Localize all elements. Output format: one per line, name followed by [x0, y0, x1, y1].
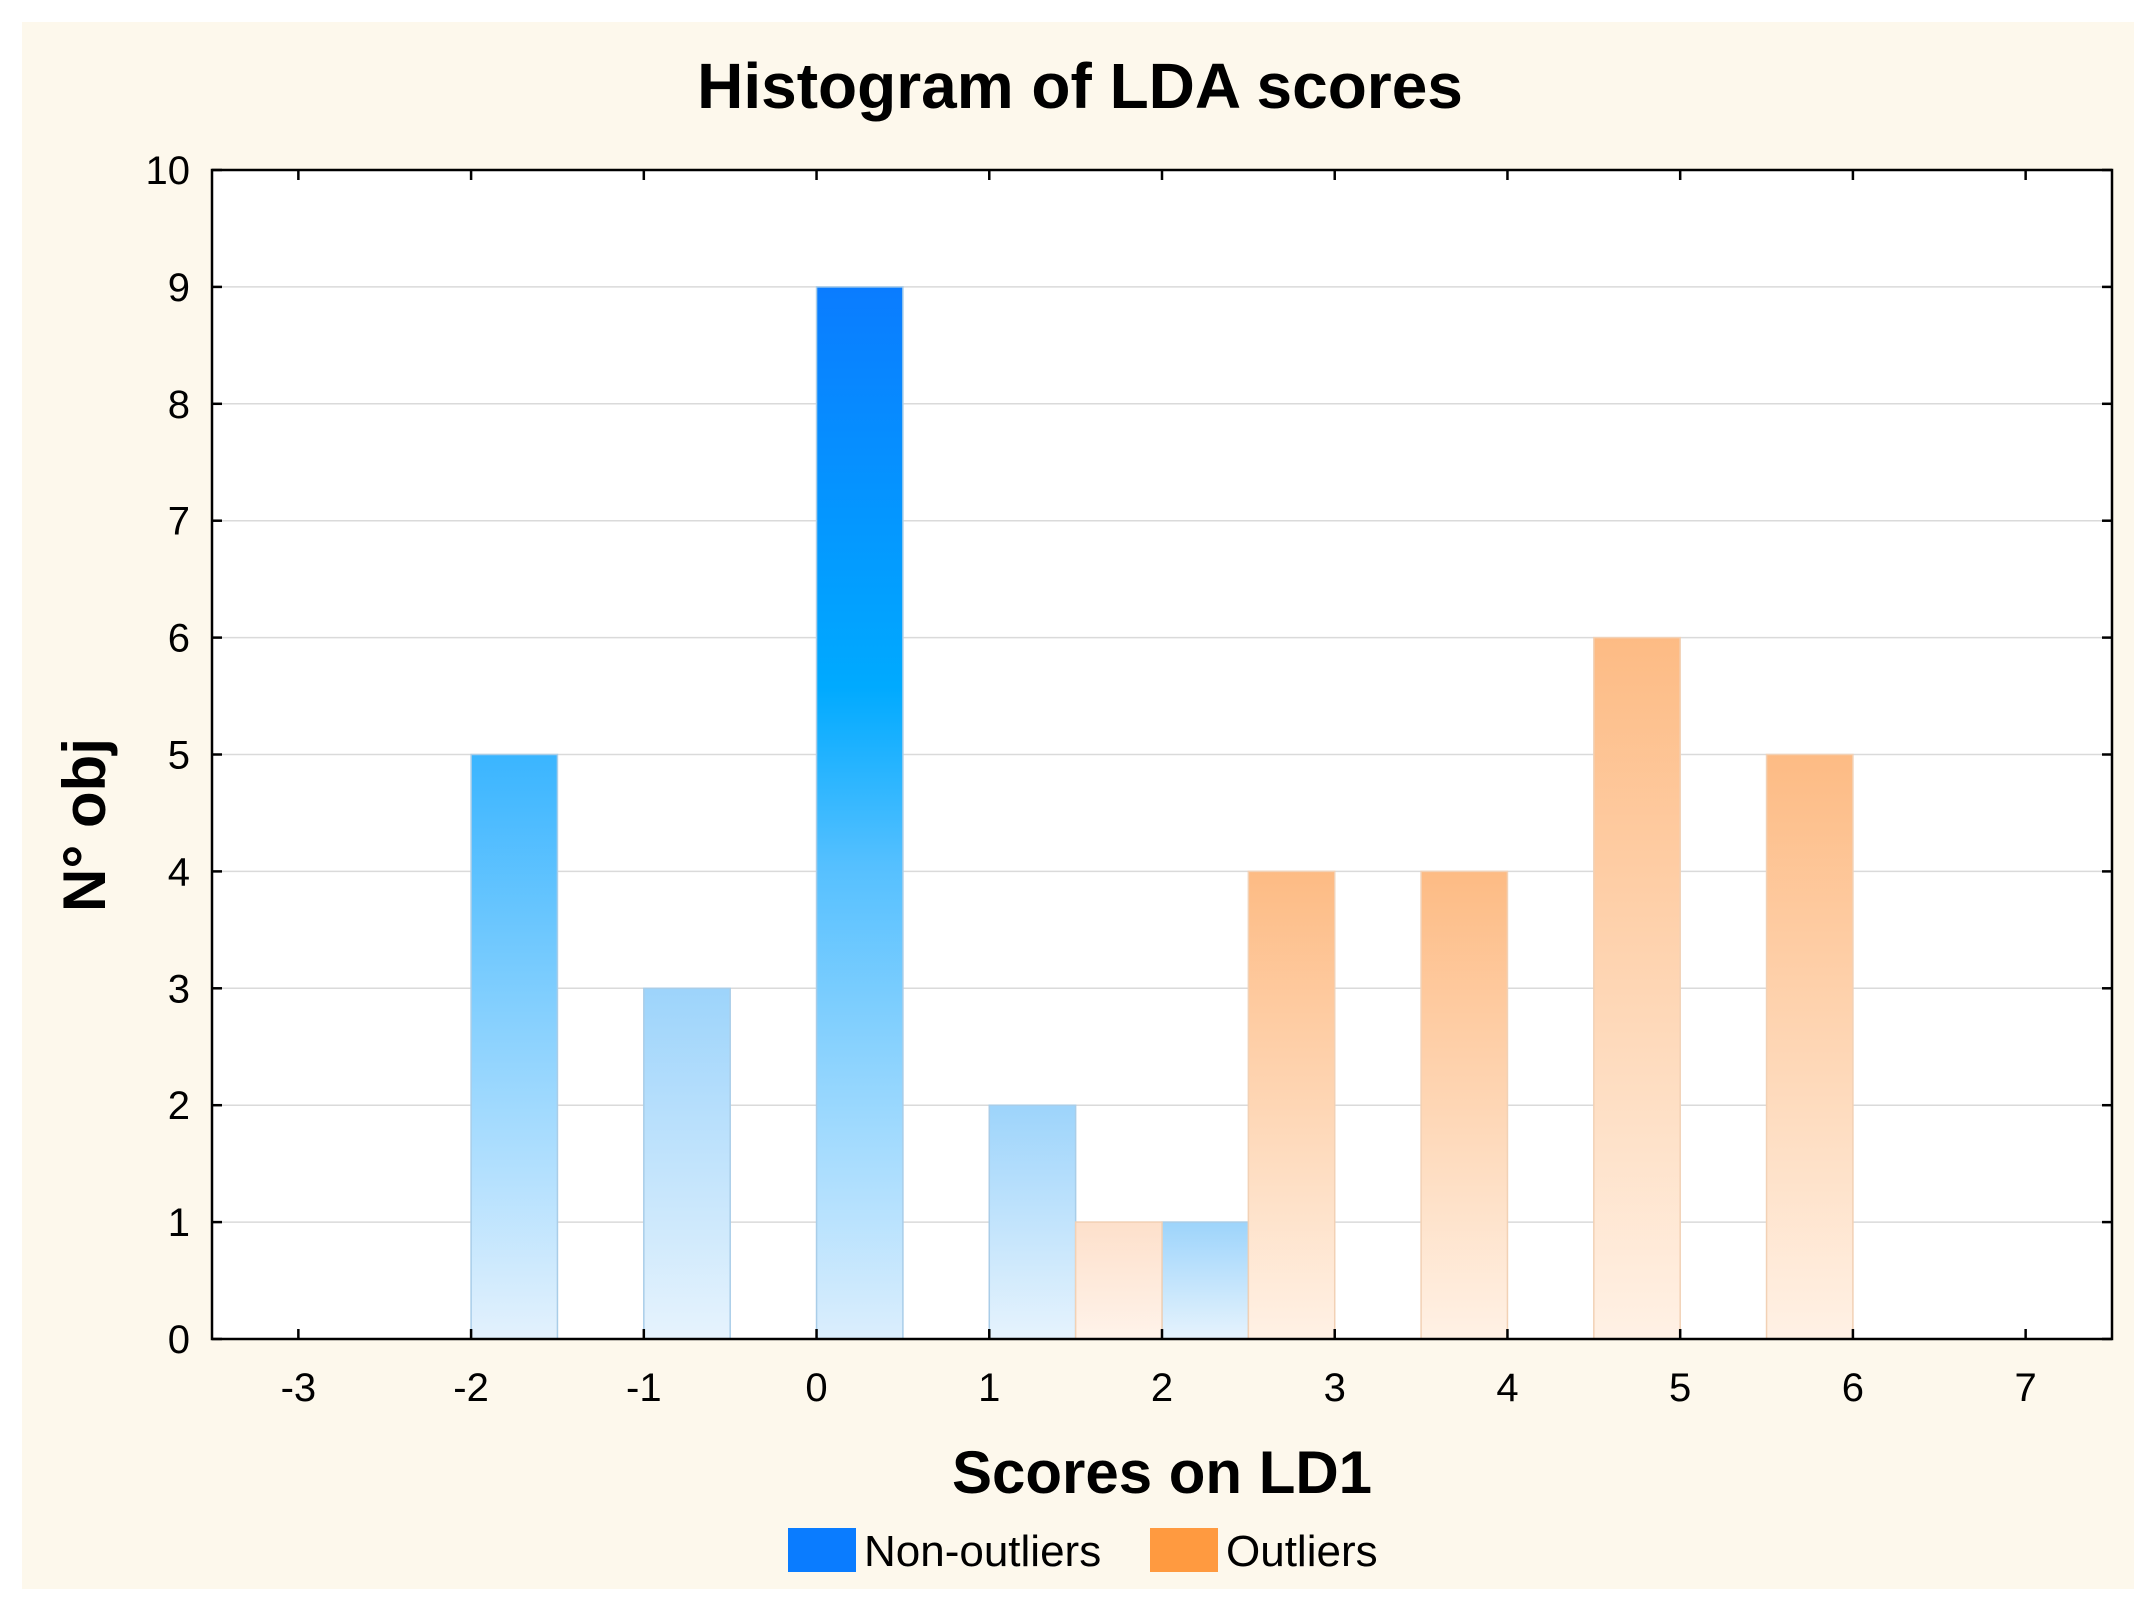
y-tick-label: 6 [168, 617, 190, 661]
bar-outliers-4 [1765, 753, 1854, 1340]
x-tick-labels: -3 -2 -1 0 1 2 3 4 5 6 7 [281, 1366, 2037, 1410]
legend: Non-outliers Outliers [788, 1527, 1378, 1576]
y-tick-labels: 0 1 2 3 4 5 6 7 8 9 10 [146, 149, 191, 1362]
legend-swatch-non-outliers [788, 1528, 856, 1572]
y-tick-label: 5 [168, 734, 190, 778]
y-axis-label: N° obj [51, 738, 118, 912]
x-tick-label: 5 [1669, 1366, 1691, 1410]
y-tick-label: 7 [168, 500, 190, 544]
y-tick-label: 4 [168, 850, 190, 894]
axis-ticks [212, 168, 2112, 1341]
y-tick-label: 2 [168, 1084, 190, 1128]
bar-non-outliers-3 [988, 1104, 1077, 1340]
bar-outliers-1 [1247, 870, 1336, 1340]
x-tick-label: 0 [805, 1366, 827, 1410]
x-tick-label: 7 [2015, 1366, 2037, 1410]
x-tick-label: -2 [453, 1366, 489, 1410]
y-tick-label: 8 [168, 383, 190, 427]
bar-outliers-3 [1593, 636, 1681, 1340]
y-tick-label: 1 [168, 1201, 190, 1245]
y-tick-label: 0 [168, 1318, 190, 1362]
legend-label-non-outliers: Non-outliers [864, 1527, 1101, 1576]
bar-non-outliers-1 [643, 987, 731, 1340]
x-axis-label: Scores on LD1 [952, 1439, 1372, 1506]
bar-outliers-2 [1420, 870, 1509, 1340]
legend-label-outliers: Outliers [1226, 1527, 1378, 1576]
bar-non-outliers-2 [815, 286, 904, 1340]
bar-non-outliers-4 [1161, 1221, 1250, 1340]
bar-non-outliers-0 [470, 753, 559, 1340]
x-tick-label: 3 [1324, 1366, 1346, 1410]
y-tick-label: 10 [146, 149, 191, 193]
bars [470, 286, 1854, 1340]
x-tick-label: -1 [626, 1366, 662, 1410]
chart-title: Histogram of LDA scores [697, 50, 1463, 122]
y-tick-label: 3 [168, 967, 190, 1011]
bar-outliers-0 [1074, 1221, 1163, 1340]
x-tick-label: 1 [978, 1366, 1000, 1410]
x-tick-label: 4 [1496, 1366, 1518, 1410]
legend-swatch-outliers [1150, 1528, 1218, 1572]
x-tick-label: 2 [1151, 1366, 1173, 1410]
x-tick-label: -3 [281, 1366, 317, 1410]
x-tick-label: 6 [1842, 1366, 1864, 1410]
y-tick-label: 9 [168, 266, 190, 310]
